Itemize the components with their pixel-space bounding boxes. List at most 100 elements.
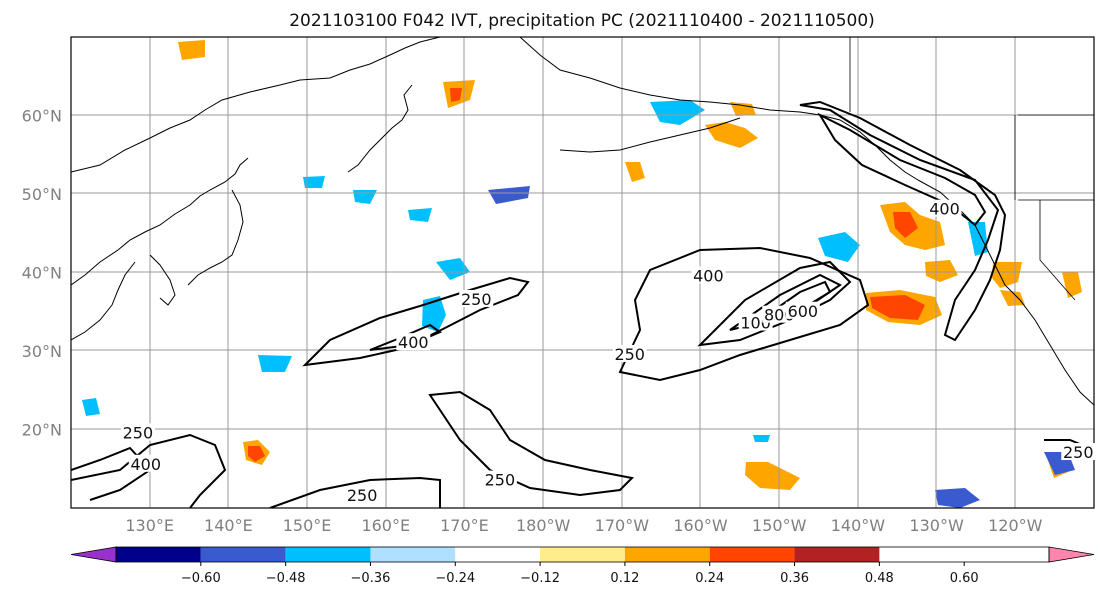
precip-blob-positive	[1000, 290, 1025, 306]
precip-blob-negative	[935, 488, 980, 508]
colorbar-tick-label: −0.60	[181, 571, 221, 586]
map-area	[71, 37, 1094, 508]
precip-blob-negative	[968, 222, 988, 256]
precip-blob-negative	[753, 435, 770, 442]
map-frame	[70, 36, 1095, 509]
longitude-label: 150°E	[283, 516, 332, 535]
contour-label: 400	[130, 455, 161, 474]
contour-label-backing	[612, 344, 647, 362]
contour-label: 400	[693, 266, 724, 285]
precip-blob-negative	[82, 398, 100, 416]
colorbar-segment	[624, 547, 710, 562]
precip-blob-negative	[303, 176, 325, 188]
precip-shading	[82, 40, 1082, 508]
coastline-japan	[187, 189, 244, 286]
contour-label: 250	[123, 423, 154, 442]
precip-blob-positive	[178, 40, 205, 60]
coastline-aleutians	[559, 117, 741, 153]
colorbar-tick-label: 0.12	[610, 571, 639, 586]
colorbar-tick-label: 0.60	[950, 571, 979, 586]
colorbar-tick-label: −0.36	[351, 571, 391, 586]
borders	[849, 37, 1094, 301]
contour-label-backing	[927, 199, 962, 217]
colorbar-segment	[116, 547, 201, 562]
coastline-korea	[149, 254, 176, 306]
latitude-labels: 60°N 50°N 40°N 30°N 20°N	[22, 107, 62, 440]
colorbar-tick-label: 0.48	[865, 571, 894, 586]
colorbar-segment	[794, 547, 880, 562]
colorbar-tick-label: −0.24	[435, 571, 475, 586]
contour-label-backing	[691, 266, 726, 284]
ivt-contour-250	[269, 476, 441, 508]
coastline-china	[71, 261, 136, 341]
coastline-asia	[71, 157, 249, 286]
latitude-label: 50°N	[22, 185, 62, 204]
contour-label: 400	[398, 333, 429, 352]
contour-label-backing	[120, 423, 155, 441]
latitude-label: 30°N	[22, 342, 62, 361]
colorbar-segment	[709, 547, 795, 562]
longitude-label: 160°W	[673, 516, 728, 535]
contour-label-backing	[396, 333, 431, 351]
longitude-label: 130°W	[909, 516, 964, 535]
precip-blob-positive	[730, 102, 756, 116]
latitude-label: 60°N	[22, 107, 62, 126]
longitude-label: 120°W	[988, 516, 1043, 535]
colorbar-tick-label: −0.48	[266, 571, 306, 586]
precip-blob-positive	[450, 88, 462, 102]
contour-label-backing	[482, 470, 517, 488]
colorbar: −0.60 −0.48 −0.36 −0.24 −0.12 0.12 0.24 0.36 0.4…	[70, 546, 1095, 586]
longitude-label: 170°E	[440, 516, 489, 535]
precip-blob-negative	[650, 100, 705, 125]
precip-blob-positive	[925, 260, 958, 282]
precip-blob-positive	[705, 122, 758, 148]
map-title: 2021103100 F042 IVT, precipitation PC (2…	[289, 11, 875, 31]
longitude-label: 160°E	[361, 516, 410, 535]
colorbar-segment	[540, 547, 625, 562]
precip-blob-negative	[488, 186, 530, 204]
ivt-contour-250	[799, 100, 1007, 342]
graticule	[71, 37, 1094, 508]
colorbar-segment	[455, 547, 541, 562]
precip-blob-negative	[408, 208, 432, 222]
border-state	[1039, 200, 1076, 301]
colorbar-tick-label: −0.12	[520, 571, 560, 586]
contour-label: 400	[929, 200, 960, 219]
precip-blob-negative	[258, 355, 292, 372]
precip-blob-positive	[893, 212, 918, 238]
ivt-contour-250	[428, 390, 635, 497]
longitude-label: 180°W	[516, 516, 571, 535]
contour-label-backing	[345, 486, 380, 504]
longitude-label: 150°W	[752, 516, 807, 535]
precip-blob-positive	[745, 462, 800, 490]
colorbar-segment	[200, 547, 286, 562]
ivt-contour-250	[71, 433, 227, 508]
longitude-label: 140°E	[204, 516, 253, 535]
coastline-kamchatka	[347, 84, 413, 173]
longitude-label: 170°W	[595, 516, 650, 535]
colorbar-tick-label: 0.24	[695, 571, 724, 586]
contour-label-backing	[1061, 443, 1096, 461]
ivt-contour-400	[817, 112, 987, 227]
colorbar-tick-label: 0.36	[780, 571, 809, 586]
contour-label: 250	[461, 290, 492, 309]
precip-blob-positive	[248, 446, 265, 462]
contour-label: 250	[1063, 443, 1094, 462]
colorbar-extend-low	[70, 546, 117, 563]
contour-label: 600	[788, 302, 819, 321]
precip-blob-positive	[1062, 272, 1082, 298]
longitude-label: 130°E	[125, 516, 174, 535]
colorbar-segment	[370, 547, 456, 562]
colorbar-extend-high	[1048, 546, 1095, 563]
latitude-label: 20°N	[22, 421, 62, 440]
contour-label: 250	[347, 486, 378, 505]
colorbar-frame	[115, 546, 1050, 563]
precip-blob-negative	[818, 232, 860, 262]
contour-label-backing	[459, 289, 494, 307]
precip-blob-negative	[422, 296, 446, 332]
precip-blob-positive	[625, 162, 645, 182]
precip-blob-negative	[436, 258, 470, 280]
contour-label: 250	[614, 345, 645, 364]
